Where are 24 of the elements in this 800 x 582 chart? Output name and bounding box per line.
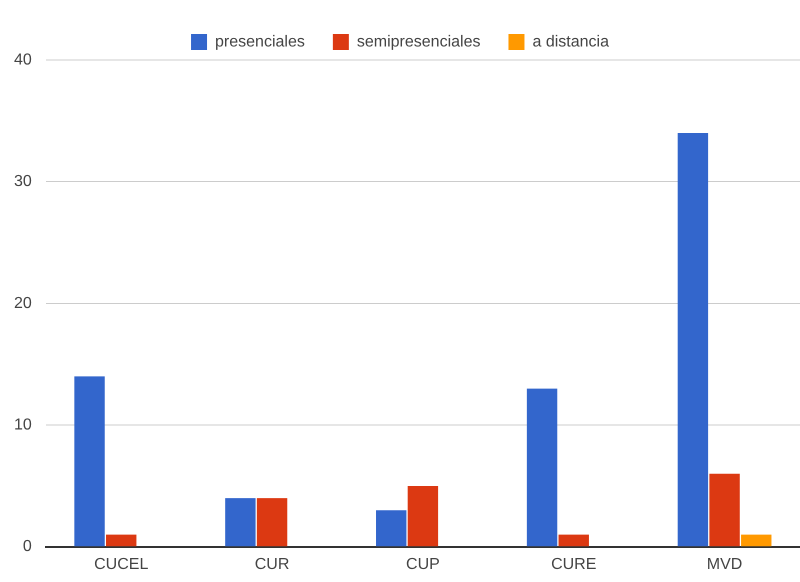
bar [741,534,772,546]
y-tick-label: 10 [14,416,32,434]
x-tick-label: MVD [706,556,742,573]
y-tick-label: 30 [14,173,32,190]
bar [106,534,136,546]
x-tick-label: CUP [406,556,440,573]
bar [376,510,406,546]
bar [256,498,288,546]
y-tick-label: 0 [22,538,32,556]
x-tick-label: CUR [254,556,290,573]
x-tick-label: CUCEL [94,556,148,573]
bar [526,388,558,546]
x-tick-label: CURE [551,556,596,573]
bar [678,133,708,546]
bar [74,376,105,546]
y-tick-label: 40 [14,51,32,68]
bar [558,534,589,546]
bar [225,498,256,546]
legend-label: a distancia [532,33,610,50]
bar [408,486,438,546]
legend-label: presenciales [215,33,305,50]
bar [709,474,740,546]
legend-label: semipresenciales [356,33,480,50]
y-tick-label: 20 [14,294,32,312]
